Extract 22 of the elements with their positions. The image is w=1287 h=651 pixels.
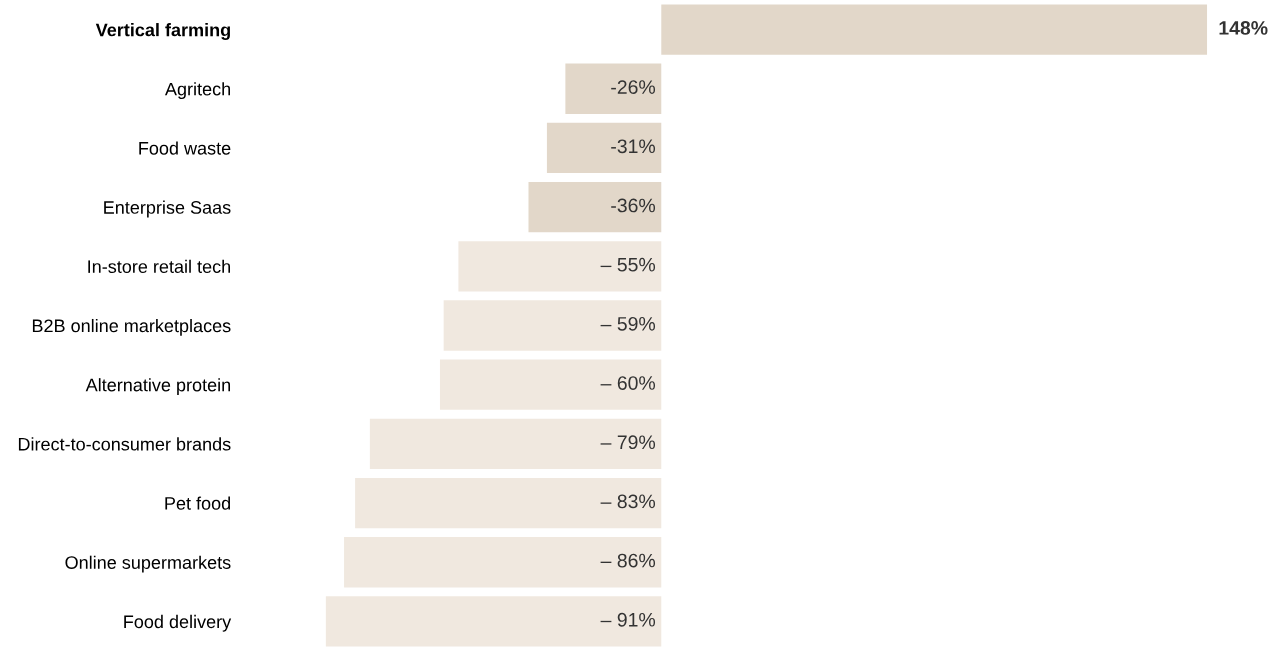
y-tick-label: Food waste xyxy=(139,141,231,155)
data-label: 148% xyxy=(1219,21,1268,35)
y-tick-label: Enterprise Saas xyxy=(104,200,231,218)
data-label: – 83% xyxy=(600,494,656,509)
data-label: – 86% xyxy=(600,553,656,568)
data-label: -36% xyxy=(611,198,656,213)
data-label: – 59% xyxy=(600,316,656,331)
y-tick-label: Direct-to-consumer brands xyxy=(18,437,231,451)
y-tick-label: Agritech xyxy=(164,82,230,100)
data-label: -26% xyxy=(611,80,656,94)
data-label: – 60% xyxy=(600,376,656,390)
y-tick-label: Alternative protein xyxy=(85,378,230,395)
y-tick-label: B2B online marketplaces xyxy=(32,318,231,336)
data-label: – 79% xyxy=(600,435,656,450)
y-tick-label: Online supermarkets xyxy=(65,555,231,573)
data-label: – 55% xyxy=(600,257,656,272)
y-tick-label: In-store retail tech xyxy=(88,259,231,274)
data-label: – 91% xyxy=(600,612,656,627)
y-tick-label: Pet food xyxy=(165,496,231,510)
y-tick-label: Food delivery xyxy=(124,614,232,632)
y-tick-label: Vertical farming xyxy=(95,23,230,40)
data-label: -31% xyxy=(611,139,656,154)
